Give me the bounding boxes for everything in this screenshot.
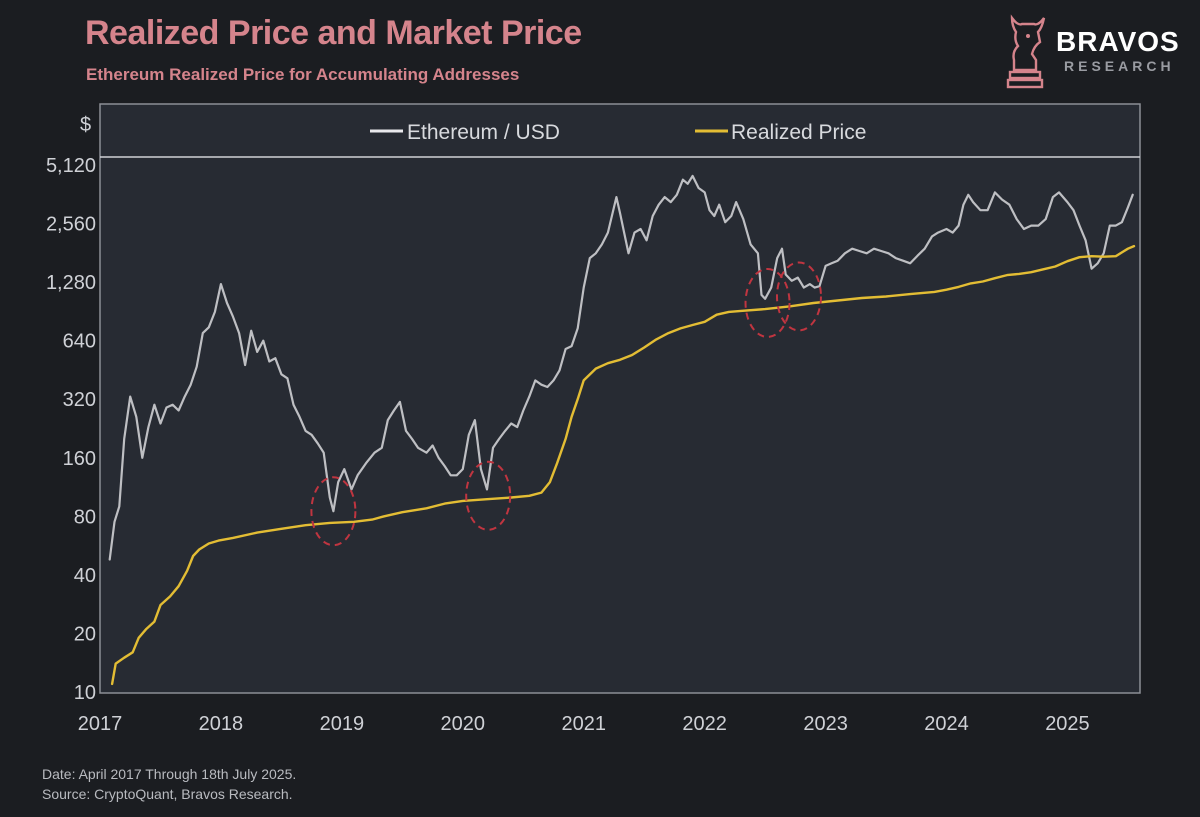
x-tick-label: 2024: [924, 713, 969, 735]
y-tick-label: 5,120: [46, 155, 96, 177]
highlight-ellipse: [775, 261, 822, 332]
legend-label-ethereum: Ethereum / USD: [407, 121, 560, 144]
x-tick-label: 2018: [199, 713, 244, 735]
x-tick-label: 2025: [1045, 713, 1090, 735]
series-line-realized-price: [110, 244, 1136, 686]
brand-name: BRAVOS: [1056, 26, 1180, 57]
y-tick-label: 2,560: [46, 214, 96, 236]
chart-subtitle: Ethereum Realized Price for Accumulating…: [86, 65, 520, 84]
y-tick-label: 160: [63, 448, 96, 470]
bull-chess-knight-icon: [1006, 14, 1046, 89]
legend-label-realized: Realized Price: [731, 121, 866, 144]
x-tick-label: 2022: [682, 713, 727, 735]
series-layer: [108, 174, 1136, 686]
highlight-ellipse: [310, 476, 357, 547]
x-tick-label: 2023: [803, 713, 848, 735]
y-tick-label: 640: [63, 331, 96, 353]
y-axis: 10 20 40 80 160 320 640 1,280 2,560 5,120: [46, 155, 96, 704]
series-line-ethereum: [108, 174, 1134, 561]
footer-source-note: Source: CryptoQuant, Bravos Research.: [42, 786, 293, 802]
x-tick-label: 2017: [78, 713, 123, 735]
highlight-ellipse: [465, 460, 512, 531]
y-axis-unit: $: [80, 114, 91, 136]
chart-title: Realized Price and Market Price: [85, 14, 582, 52]
x-axis: 2017 2018 2019 2020 2021 2022 2023 2024 2025: [78, 713, 1090, 735]
y-tick-label: 10: [74, 682, 96, 704]
chart-footer: Date: April 2017 Through 18th July 2025.…: [42, 764, 296, 804]
y-tick-label: 40: [74, 565, 96, 587]
footer-date-note: Date: April 2017 Through 18th July 2025.: [42, 766, 297, 782]
x-tick-label: 2019: [320, 713, 365, 735]
legend: Ethereum / USD Realized Price: [370, 121, 866, 144]
y-tick-label: 320: [63, 389, 96, 411]
x-tick-label: 2020: [441, 713, 486, 735]
brand-logo: BRAVOS RESEARCH: [1002, 12, 1192, 92]
y-tick-label: 20: [74, 623, 96, 645]
highlight-layer: [310, 261, 822, 547]
y-tick-label: 1,280: [46, 272, 96, 294]
x-tick-label: 2021: [561, 713, 606, 735]
y-tick-label: 80: [74, 506, 96, 528]
plot-background: [99, 103, 1141, 694]
brand-tagline: RESEARCH: [1064, 58, 1175, 74]
highlight-ellipse: [744, 267, 791, 338]
